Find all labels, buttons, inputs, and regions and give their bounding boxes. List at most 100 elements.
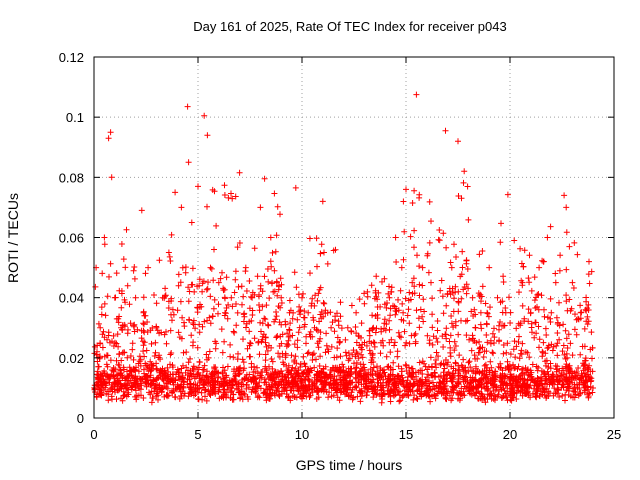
data-point [222, 310, 229, 317]
data-point [266, 295, 273, 302]
data-point [522, 390, 529, 397]
data-point [556, 394, 563, 400]
data-point [168, 350, 175, 356]
data-point [498, 220, 504, 227]
data-point [168, 231, 175, 238]
data-point [529, 377, 536, 384]
data-point [458, 385, 465, 392]
data-point [440, 230, 447, 237]
data-point [140, 320, 147, 327]
data-point [131, 264, 138, 270]
data-point [467, 364, 474, 371]
data-point [277, 275, 284, 282]
data-point [265, 375, 272, 382]
data-point [476, 338, 483, 345]
data-point [201, 318, 208, 325]
data-point [295, 387, 302, 394]
data-point [426, 378, 432, 384]
data-point [542, 392, 548, 399]
data-point [188, 281, 195, 288]
data-point [313, 377, 320, 384]
data-point [412, 330, 419, 337]
data-point [266, 342, 272, 349]
data-point [309, 295, 316, 302]
data-point [400, 392, 407, 399]
data-point [534, 388, 541, 395]
data-point [560, 367, 567, 374]
data-point [384, 300, 390, 306]
data-point [286, 327, 293, 334]
data-point [448, 264, 455, 271]
data-point [124, 385, 131, 391]
data-point [317, 353, 324, 360]
data-point [544, 234, 551, 241]
data-point [208, 376, 215, 383]
data-point [547, 315, 554, 322]
data-point [158, 388, 165, 395]
y-tick-label: 0.04 [59, 291, 84, 306]
data-point [215, 374, 222, 381]
data-point [189, 265, 196, 272]
data-point [542, 325, 549, 332]
data-point [583, 307, 590, 314]
data-point [256, 291, 262, 298]
data-point [267, 234, 274, 241]
data-point [519, 340, 526, 347]
data-point [167, 361, 173, 368]
data-point [334, 345, 341, 352]
data-point [269, 389, 276, 396]
data-point [525, 275, 532, 282]
data-point [411, 332, 418, 339]
data-point [187, 355, 193, 362]
data-point [406, 364, 412, 371]
data-point [112, 389, 118, 396]
data-point [374, 363, 380, 370]
data-point [487, 358, 494, 365]
data-point [547, 223, 554, 230]
data-point [112, 366, 119, 373]
data-point [533, 363, 540, 370]
data-point [535, 291, 542, 297]
x-tick-label: 10 [295, 427, 309, 442]
data-point [235, 350, 241, 357]
data-point [442, 394, 449, 401]
data-point [267, 258, 274, 265]
data-point [242, 264, 249, 271]
data-point [190, 381, 197, 388]
data-point [210, 277, 217, 284]
data-point [430, 333, 437, 340]
data-point [416, 191, 423, 198]
data-point [528, 320, 535, 327]
data-point [534, 303, 540, 310]
data-point [285, 362, 292, 369]
data-point [420, 296, 427, 303]
data-point [304, 350, 311, 357]
data-point [297, 364, 304, 370]
data-point [296, 324, 303, 331]
data-point [323, 342, 330, 349]
data-point [355, 379, 362, 386]
data-point [582, 357, 589, 364]
data-point [450, 384, 457, 390]
data-point [292, 353, 299, 360]
y-tick-label: 0.06 [59, 231, 84, 246]
data-point [543, 332, 550, 338]
data-point [443, 244, 450, 251]
data-point [520, 263, 527, 270]
data-point [521, 318, 528, 325]
data-point [355, 355, 362, 362]
data-point [140, 338, 146, 345]
data-point [464, 183, 471, 190]
data-point [323, 330, 330, 337]
data-point [237, 395, 243, 402]
data-point [274, 203, 281, 210]
data-point [340, 367, 347, 374]
data-point [440, 310, 447, 317]
data-point [101, 378, 108, 385]
data-point [199, 366, 206, 373]
data-point [341, 373, 348, 380]
data-point [296, 308, 303, 315]
data-point [561, 351, 568, 358]
data-point [288, 352, 295, 359]
y-tick-label: 0.1 [66, 110, 84, 125]
